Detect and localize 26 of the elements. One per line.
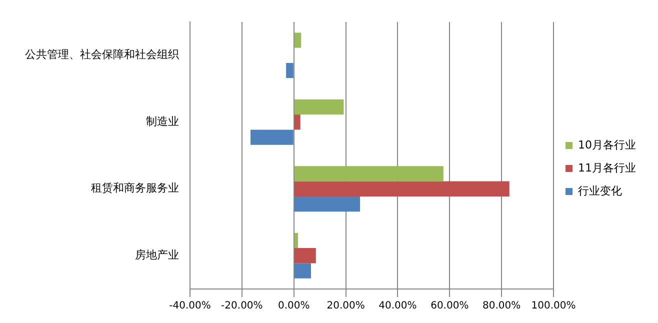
bar	[294, 232, 298, 248]
y-tick-label: 租赁和商务服务业	[91, 182, 179, 195]
bar	[294, 248, 316, 264]
bar	[286, 62, 294, 78]
bar	[294, 166, 444, 182]
bar	[294, 263, 311, 278]
bar	[294, 99, 344, 115]
x-tick-label: 60.00%	[430, 300, 469, 312]
legend-label: 行业变化	[578, 184, 622, 198]
x-tick-label: 40.00%	[378, 300, 417, 312]
x-tick-label: -20.00%	[221, 300, 263, 312]
x-tick-label: 20.00%	[326, 300, 365, 312]
x-tick-label: 80.00%	[482, 300, 521, 312]
bar	[294, 196, 360, 212]
legend-label: 10月各行业	[578, 138, 636, 152]
bar	[294, 181, 510, 196]
bar	[294, 32, 302, 48]
y-tick-label: 公共管理、社会保障和社会组织	[25, 48, 179, 62]
y-tick-label: 房地产业	[135, 248, 179, 262]
legend-label: 11月各行业	[578, 161, 636, 174]
x-tick-label: 100.00%	[531, 300, 576, 312]
y-tick-label: 制造业	[146, 114, 179, 128]
x-tick-label: 0.00%	[278, 300, 310, 312]
bar	[250, 130, 294, 145]
bar	[294, 114, 300, 130]
x-tick-label: -40.00%	[169, 300, 211, 312]
